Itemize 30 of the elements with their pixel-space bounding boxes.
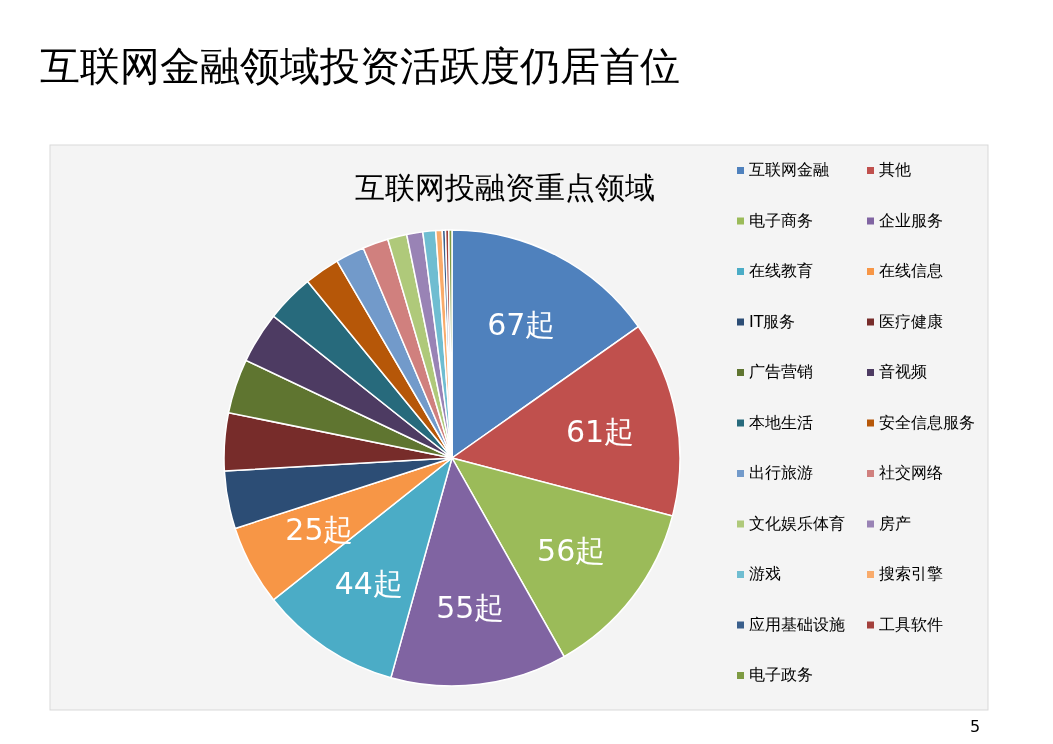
chart-subtitle: 互联网投融资重点领域 <box>355 170 655 205</box>
legend-label: 企业服务 <box>879 210 943 230</box>
legend-label: 医疗健康 <box>879 311 943 331</box>
legend-label: 社交网络 <box>879 463 943 482</box>
legend-label: 安全信息服务 <box>879 412 975 432</box>
legend-label: 在线信息 <box>879 261 943 280</box>
legend-label: 互联网金融 <box>749 160 829 179</box>
legend-label: 电子政务 <box>749 665 813 684</box>
data-label: 56起 <box>537 532 606 568</box>
legend-label: 在线教育 <box>749 261 813 280</box>
chart-title: 互联网金融领域投资活跃度仍居首位 <box>40 43 680 89</box>
legend-label: 其他 <box>879 160 911 179</box>
legend-label: 游戏 <box>749 564 781 583</box>
data-label: 55起 <box>436 590 505 626</box>
data-label: 25起 <box>285 512 354 548</box>
data-label: 67起 <box>487 307 556 343</box>
data-label: 61起 <box>566 414 635 450</box>
legend-label: 广告营销 <box>749 362 813 381</box>
legend-label: IT服务 <box>749 311 796 331</box>
text: 5 <box>969 717 981 736</box>
legend-label: 文化娱乐体育 <box>749 513 845 533</box>
legend-label: 应用基础设施 <box>749 614 845 634</box>
legend-label: 电子商务 <box>749 210 813 230</box>
legend-label: 搜索引擎 <box>879 564 943 583</box>
legend-label: 工具软件 <box>879 614 943 634</box>
legend-label: 房产 <box>879 513 911 533</box>
legend-label: 出行旅游 <box>749 463 813 482</box>
legend-label: 本地生活 <box>749 412 813 432</box>
legend-label: 音视频 <box>879 362 927 381</box>
data-label: 44起 <box>334 566 403 602</box>
